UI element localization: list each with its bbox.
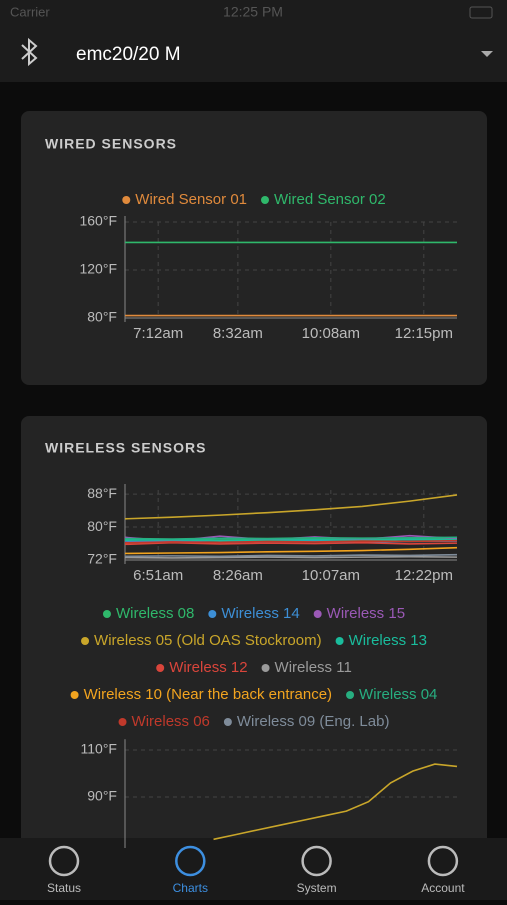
tab-label[interactable]: Account: [421, 881, 465, 895]
series-line: [124, 541, 458, 546]
legend-row: Wireless 06 Wireless 09 (Eng. Lab): [118, 713, 390, 730]
clock: 12:25 PM: [223, 4, 283, 20]
header-bg: [0, 0, 507, 82]
legend-dot: [335, 637, 344, 645]
y-tick-label: 90°F: [87, 788, 117, 804]
series-line: [124, 555, 458, 559]
legend-row: Wireless 12 Wireless 11: [156, 659, 352, 676]
legend-dot: [70, 691, 79, 699]
tab-bar: [0, 838, 507, 900]
series-line: [124, 539, 458, 544]
y-tick-label: 160°F: [79, 213, 117, 229]
series-line: [124, 546, 458, 555]
x-tick-label: 12:15pm: [395, 325, 453, 342]
legend-label: Wireless 06: [132, 713, 210, 730]
legend-dot: [346, 691, 355, 699]
x-tick-label: 8:26am: [213, 567, 263, 584]
bluetooth-icon: [21, 37, 38, 67]
tab-label[interactable]: Status: [47, 881, 81, 895]
y-tick-label: 110°F: [81, 741, 117, 757]
y-tick-label: 80°F: [87, 309, 117, 325]
series-line: [124, 494, 458, 520]
x-tick-label: 12:22pm: [395, 567, 453, 584]
legend-row: Wireless 05 (Old OAS Stockroom) Wireless …: [81, 632, 427, 649]
series-line: [124, 538, 458, 542]
legend-row: Wired Sensor 01 Wired Sensor 02: [122, 191, 386, 208]
card-title: WIRED SENSORS: [45, 136, 177, 152]
tab-icon[interactable]: [48, 845, 80, 877]
series-line: [124, 553, 458, 558]
legend-dot: [261, 196, 269, 204]
legend-label: Wired Sensor 02: [274, 191, 386, 208]
legend-label: Wired Sensor 01: [135, 191, 247, 208]
legend-row: Wireless 10 (Near the back entrance) Wire…: [70, 686, 437, 703]
legend-dot: [81, 637, 90, 645]
legend-label: Wireless 13: [349, 632, 427, 649]
legend-dot: [102, 610, 111, 618]
legend-label: Wireless 04: [359, 686, 437, 703]
tab-icon[interactable]: [427, 845, 459, 877]
device-select[interactable]: emc20/20 M: [76, 44, 181, 65]
legend-dot: [313, 610, 322, 618]
x-tick-label: 10:07am: [302, 567, 360, 584]
series-line: [213, 763, 458, 841]
series-line: [124, 536, 458, 540]
tab-icon[interactable]: [301, 845, 332, 877]
legend-label: Wireless 11: [275, 659, 352, 676]
x-tick-label: 10:08am: [302, 325, 360, 342]
dropdown-arrow[interactable]: [481, 51, 493, 57]
x-tick-label: 7:12am: [133, 325, 183, 342]
card: [21, 111, 487, 385]
legend-row: Wireless 08 Wireless 14 Wireless 15: [102, 605, 405, 622]
battery: [469, 6, 493, 19]
legend-label: Wireless 12: [169, 659, 247, 676]
x-tick-label: 6:51am: [133, 567, 183, 584]
legend-label: Wireless 09 (Eng. Lab): [237, 713, 390, 730]
legend-dot: [261, 664, 270, 672]
legend-label: Wireless 14: [221, 605, 299, 622]
legend-label: Wireless 10 (Near the back entrance): [84, 686, 332, 703]
legend-label: Wireless 05 (Old OAS Stockroom): [94, 632, 322, 649]
legend-label: Wireless 08: [116, 605, 194, 622]
legend-dot: [208, 610, 217, 618]
carrier: Carrier: [10, 4, 50, 19]
legend-dot: [118, 718, 127, 726]
y-tick-label: 88°F: [87, 485, 117, 501]
y-tick-label: 120°F: [79, 261, 117, 277]
y-tick-label: 80°F: [87, 518, 117, 534]
legend-dot: [156, 664, 165, 672]
tab-label[interactable]: System: [297, 881, 337, 895]
y-tick-label: 72°F: [87, 551, 117, 567]
x-tick-label: 8:32am: [213, 325, 263, 342]
tab-icon[interactable]: [175, 845, 206, 877]
card-title: WIRELESS SENSORS: [45, 440, 206, 456]
legend-label: Wireless 15: [327, 605, 405, 622]
legend-dot: [122, 196, 131, 204]
tab-label[interactable]: Charts: [173, 881, 208, 895]
legend-dot: [223, 718, 232, 726]
